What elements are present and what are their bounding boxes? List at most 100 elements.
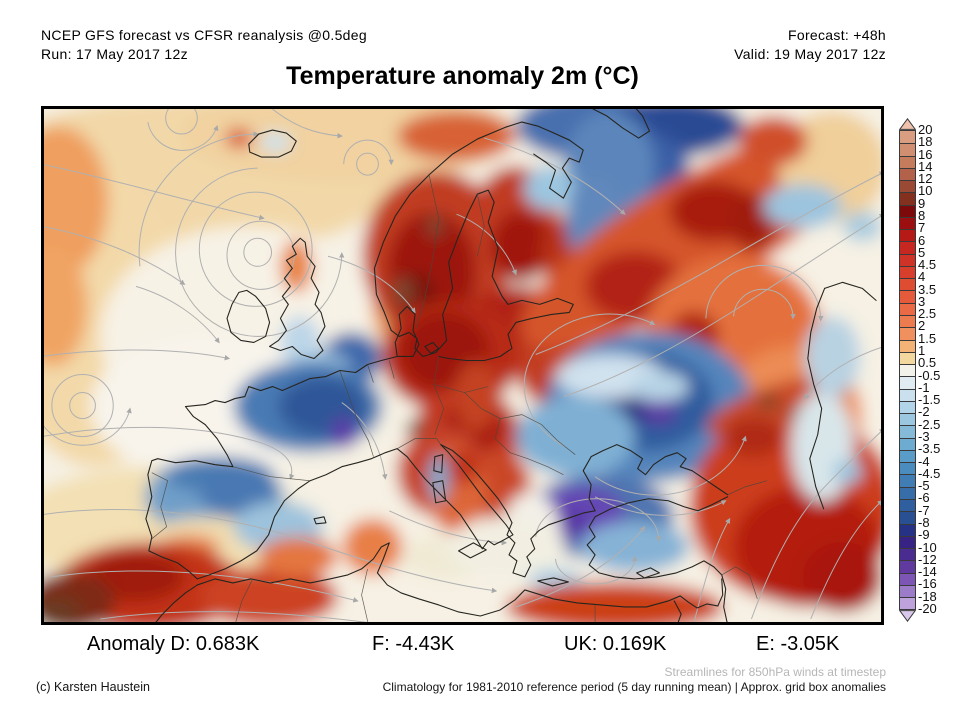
colorbar-segment [900,523,915,536]
colorbar-tick-label: -8 [918,514,930,530]
header-right: Forecast: +48h Valid: 19 May 2017 12z [734,26,886,64]
colorbar-segment [900,535,915,549]
colorbar-tick-label: -14 [918,564,937,580]
colorbar-segment [900,180,915,193]
colorbar-tick-label: 18 [918,134,933,150]
colorbar-segment [900,364,915,377]
colorbar-arrow-up-icon [899,118,916,130]
colorbar: 20 18 16 14 12 10 9 8 7 6 5 4.5 4 3.5 3 2.5 2 1.5 1 0.5 -0.5… [899,118,957,624]
colorbar-segment [900,278,915,291]
run-line: Run: 17 May 2017 12z [41,46,188,62]
header-left: NCEP GFS forecast vs CFSR reanalysis @0.… [41,26,367,64]
map-frame [41,106,884,625]
colorbar-segment [900,314,915,328]
colorbar-tick-label: -2 [918,404,930,420]
colorbar-segment [900,400,915,414]
colorbar-tick-label: -1.5 [918,392,941,408]
colorbar-tick-label: 16 [918,146,933,162]
anomaly-france: F: -4.43K [372,633,455,655]
colorbar-tick-label: -7 [918,502,930,518]
colorbar-segment [900,167,915,181]
anomaly-spain: E: -3.05K [756,633,840,655]
forecast-line: Forecast: +48h [788,27,886,43]
colorbar-tick-label: -20 [918,600,937,616]
valid-line: Valid: 19 May 2017 12z [734,46,886,62]
colorbar-segment [900,572,915,585]
colorbar-segment [900,498,915,512]
colorbar-segment [900,449,915,463]
page-title: Temperature anomaly 2m (°C) [286,62,639,90]
colorbar-segment [900,560,915,573]
colorbar-tick-label: 7 [918,220,926,236]
colorbar-tick-label: -1 [918,379,930,395]
anomaly-map-svg [41,106,884,625]
colorbar-tick-label: -6 [918,490,930,506]
colorbar-tick-label: 4.5 [918,257,937,273]
colorbar-segment [900,474,915,487]
colorbar-segment [900,265,915,279]
colorbar-tick-label: 1.5 [918,330,937,346]
colorbar-tick-label: 4 [918,269,926,285]
colorbar-tick-label: -9 [918,527,930,543]
streamlines-note: Streamlines for 850hPa winds at timestep [664,665,886,679]
colorbar-tick-label: -5 [918,478,930,494]
colorbar-segment [900,339,915,352]
colorbar-segment [900,486,915,499]
colorbar-segment [900,290,915,303]
colorbar-tick-label: 12 [918,171,933,187]
weather-map [41,106,884,625]
colorbar-tick-label: 6 [918,232,926,248]
colorbar-segment [900,437,915,450]
colorbar-segment [900,192,915,205]
colorbar-tick-label: -4.5 [918,465,941,481]
colorbar-tick-label: -16 [918,576,937,592]
anomaly-summary: Anomaly D: 0.683K F: -4.43K UK: 0.169K E… [0,633,960,659]
model-line: NCEP GFS forecast vs CFSR reanalysis @0.… [41,27,367,43]
colorbar-tick-label: 20 [918,122,933,137]
colorbar-segment [900,351,915,365]
colorbar-segment [900,425,915,438]
copyright: (c) Karsten Haustein [36,680,150,694]
colorbar-tick-label: 14 [918,158,933,174]
colorbar-tick-label: -18 [918,588,937,604]
colorbar-segment [900,204,915,217]
colorbar-bottom-arrow-shape [899,610,916,622]
colorbar-tick-label: 0.5 [918,355,937,371]
colorbar-tick-label: -12 [918,551,937,567]
colorbar-segment [900,548,915,561]
colorbar-tick-label: 3 [918,293,926,309]
colorbar-tick-label: 2.5 [918,306,937,322]
colorbar-tick-label: -3.5 [918,441,941,457]
colorbar-segment [900,155,915,168]
colorbar-segment [900,253,915,266]
colorbar-segment [900,584,915,598]
colorbar-tick-label: 2 [918,318,926,334]
colorbar-top-arrow-shape [899,118,916,130]
colorbar-tick-label: -0.5 [918,367,941,383]
colorbar-tick-label: -10 [918,539,937,555]
colorbar-segment [900,597,915,610]
anomaly-field [41,106,884,625]
colorbar-segment [900,241,915,254]
colorbar-tick-label: -2.5 [918,416,941,432]
colorbar-segments [899,130,916,611]
anomaly-germany: Anomaly D: 0.683K [87,633,260,655]
colorbar-tick-label: 5 [918,244,926,260]
colorbar-tick-label: 10 [918,183,933,199]
colorbar-tick-label: 3.5 [918,281,937,297]
colorbar-segment [900,216,915,230]
colorbar-segment [900,376,915,389]
colorbar-tick-label: 8 [918,207,926,223]
climatology-note: Climatology for 1981-2010 reference peri… [382,680,886,694]
colorbar-tick-label: 9 [918,195,926,211]
colorbar-segment [900,388,915,401]
colorbar-segment [900,511,915,524]
anomaly-uk: UK: 0.169K [564,633,667,655]
colorbar-tick-label: -3 [918,429,930,444]
colorbar-segment [900,327,915,340]
colorbar-segment [900,302,915,315]
colorbar-segment [900,462,915,475]
colorbar-segment [900,229,915,242]
colorbar-arrow-down-icon [899,610,916,622]
colorbar-tick-label: 1 [918,343,926,359]
